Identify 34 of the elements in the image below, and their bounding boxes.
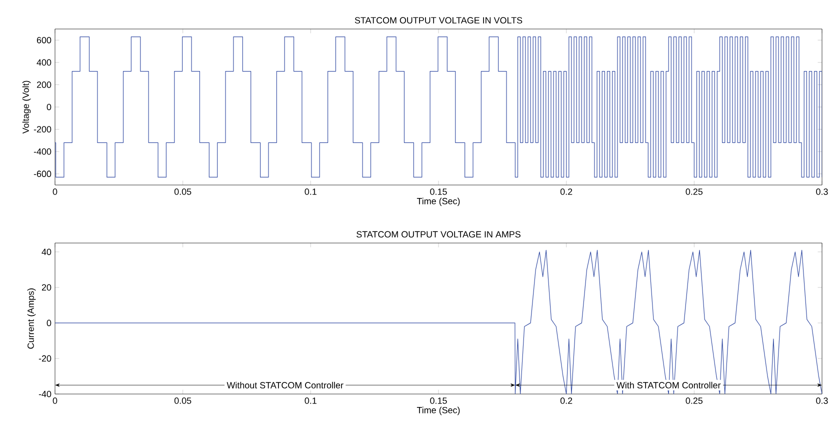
x-tick-label: 0.15 [430,188,447,195]
chart-title: STATCOM OUTPUT VOLTAGE IN AMPS [356,231,520,238]
y-tick-label: 20 [42,284,52,291]
x-tick-label: 0.2 [560,398,572,404]
x-tick-label: 0.05 [174,398,192,404]
y-tick-label: -40 [38,390,52,398]
x-tick-label: 0 [52,398,58,404]
x-tick-label: 0.25 [686,188,703,195]
y-tick-label: 0 [46,320,52,326]
x-tick-label: 0.1 [304,398,316,404]
x-tick-label: 0.25 [686,398,703,404]
y-tick-label: 400 [36,59,52,66]
x-tick-label: 0.2 [560,188,572,195]
x-tick-label: 0 [52,188,58,195]
y-axis-title: Voltage (Volt) [22,80,31,134]
x-tick-label: 0.3 [816,398,828,404]
x-tick-label: 0.3 [816,188,828,195]
y-tick-label: -20 [38,355,52,362]
x-axis-title: Time (Sec) [416,406,460,416]
y-axis-title: Current (Amps) [27,288,36,349]
x-tick-label: 0.1 [304,188,316,195]
y-tick-label: -200 [34,126,52,132]
x-axis-title: Time (Sec) [416,198,460,206]
y-tick-label: 0 [46,104,52,110]
y-tick-label: 600 [36,36,52,44]
y-tick-label: -400 [34,148,52,155]
y-tick-label: -600 [34,170,52,178]
y-tick-label: 40 [42,248,52,256]
y-tick-label: 200 [36,82,52,88]
x-tick-label: 0.15 [430,398,447,404]
chart-title: STATCOM OUTPUT VOLTAGE IN VOLTS [354,17,522,24]
x-tick-label: 0.05 [174,188,192,195]
annotation: Without STATCOM Controller [226,382,344,388]
annotation: With STATCOM Controller [616,382,721,388]
